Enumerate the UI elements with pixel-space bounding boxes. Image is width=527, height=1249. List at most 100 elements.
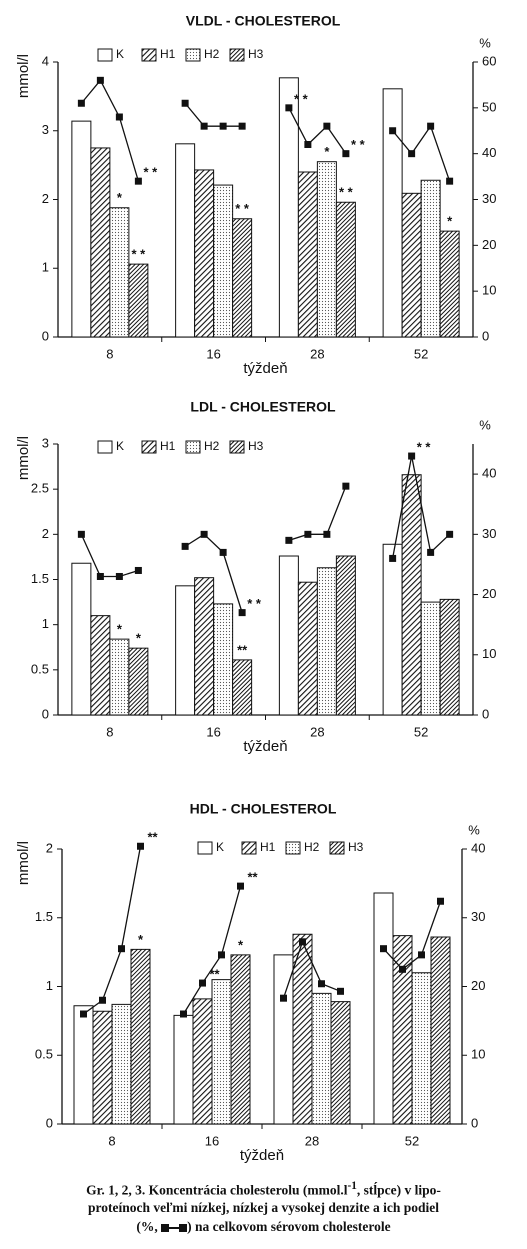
percent-point: [199, 979, 206, 987]
y-axis-label: mmol/l: [15, 436, 32, 480]
percent-line: [80, 534, 139, 578]
annotation: *: [324, 144, 330, 159]
bar: [420, 601, 441, 716]
annotation: **: [147, 830, 158, 845]
caption-line: Gr. 1, 2, 3. Koncentrácia cholesterolu (…: [0, 1180, 527, 1199]
y2-axis-label: %: [468, 822, 480, 837]
percent-point: [96, 572, 104, 580]
legend-label: H3: [248, 47, 264, 61]
percent-point: [181, 542, 189, 550]
bar: [382, 543, 403, 716]
percent-point: [437, 897, 444, 905]
percent-point: [115, 113, 123, 121]
annotation: *: [117, 622, 123, 637]
percent-point: [96, 76, 104, 84]
annotation: * *: [339, 185, 354, 200]
bar: [335, 201, 356, 338]
x-tick-label: 52: [405, 1133, 419, 1148]
bar: [401, 192, 422, 338]
percent-point: [342, 150, 350, 158]
percent-point: [238, 609, 246, 617]
bar: [192, 998, 213, 1125]
y-tick-label: 2: [46, 840, 53, 855]
x-axis-label: týždeň: [243, 738, 287, 755]
annotation: * *: [247, 596, 262, 611]
legend-swatch: [229, 48, 245, 62]
y-axis-label: mmol/l: [15, 54, 32, 98]
percent-line: [182, 885, 242, 1015]
bar: [278, 77, 299, 338]
bar: [430, 936, 451, 1125]
bar: [73, 1005, 94, 1125]
y2-tick-label: 0: [482, 706, 489, 721]
percent-point: [342, 482, 350, 490]
legend-label: H1: [160, 47, 176, 61]
percent-point: [380, 945, 387, 953]
percent-point: [446, 177, 454, 185]
percent-point: [299, 938, 306, 946]
caption-text: , stĺpce) v lipo-: [356, 1182, 441, 1198]
legend-label: K: [116, 47, 124, 61]
y-tick-label: 3: [42, 122, 49, 137]
y-tick-label: 2.5: [31, 481, 49, 496]
percent-point: [118, 945, 125, 953]
caption-sup: -1: [347, 1180, 357, 1192]
legend-swatch: [185, 48, 201, 62]
legend-swatch: [229, 440, 245, 454]
annotation: * *: [132, 247, 147, 262]
percent-point: [137, 842, 144, 850]
percent-point: [389, 127, 397, 135]
bar: [297, 581, 318, 716]
percent-line: [288, 485, 347, 541]
x-axis-label: týždeň: [240, 1147, 284, 1164]
legend-label: H3: [248, 439, 264, 453]
bar: [175, 143, 196, 338]
y2-tick-label: 30: [471, 909, 485, 924]
legend-label: H2: [304, 840, 320, 854]
y2-tick-label: 20: [482, 586, 496, 601]
x-tick-label: 8: [106, 346, 113, 361]
percent-point: [200, 122, 208, 130]
percent-point: [285, 536, 293, 544]
caption-text: ) na celkovom sérovom cholesterole: [187, 1219, 391, 1234]
legend-label: H1: [260, 840, 276, 854]
percent-point: [134, 177, 142, 185]
percent-point: [323, 122, 331, 130]
legend-swatch: [97, 48, 113, 62]
legend-swatch: [285, 841, 301, 855]
y2-tick-label: 40: [471, 840, 485, 855]
y2-tick-label: 40: [482, 145, 496, 160]
y2-tick-label: 60: [482, 53, 496, 68]
bar: [90, 147, 111, 338]
bar: [420, 179, 441, 338]
percent-point: [446, 530, 454, 538]
bar: [439, 230, 460, 338]
percent-line: [184, 533, 243, 613]
percent-point: [134, 566, 142, 574]
y2-tick-label: 40: [482, 466, 496, 481]
caption-text: Gr. 1, 2, 3. Koncentrácia cholesterolu (…: [86, 1182, 348, 1198]
y2-tick-label: 0: [482, 328, 489, 343]
y2-tick-label: 50: [482, 99, 496, 114]
bar: [278, 555, 299, 716]
percent-point: [408, 150, 416, 158]
y-tick-label: 1: [42, 616, 49, 631]
annotation: *: [447, 214, 453, 229]
x-tick-label: 8: [106, 724, 113, 739]
percent-point: [77, 99, 85, 107]
percent-point: [238, 122, 246, 130]
y2-tick-label: 10: [482, 283, 496, 298]
percent-line: [383, 901, 442, 971]
y-tick-label: 4: [42, 53, 49, 68]
annotation: * *: [294, 91, 309, 106]
percent-point: [99, 996, 106, 1004]
y-tick-label: 2: [42, 191, 49, 206]
percent-point: [180, 1010, 187, 1018]
caption-line: proteínoch veľmi nízkej, nízkej a vysoke…: [87, 1200, 440, 1215]
y-tick-label: 3: [42, 435, 49, 450]
annotation: *: [138, 932, 144, 947]
x-axis-label: týždeň: [243, 360, 287, 377]
bar: [92, 1010, 113, 1125]
y2-tick-label: 20: [482, 237, 496, 252]
